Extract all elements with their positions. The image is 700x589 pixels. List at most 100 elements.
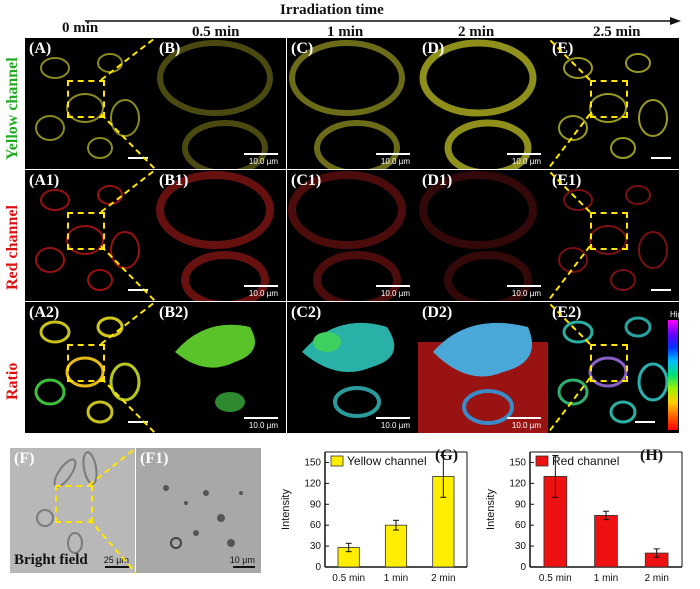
panel-d1: (D1) 10.0 µm <box>418 170 549 301</box>
bright-field-label: Bright field <box>14 552 88 568</box>
scale-text: 10.0 µm <box>380 289 410 298</box>
scale-bar <box>376 153 410 155</box>
scale-bar <box>635 421 655 423</box>
panel-label-a1: (A1) <box>29 172 60 189</box>
legend-swatch <box>330 455 344 467</box>
legend-high: High <box>670 310 687 319</box>
panel-e: (E) <box>548 38 679 169</box>
panel-e2: (E2) <box>548 302 679 433</box>
zoom-box-a <box>67 80 105 118</box>
panel-label-e1: (E1) <box>552 172 582 189</box>
legend-label: Red channel <box>552 454 619 468</box>
zoom-box-a1 <box>67 212 105 250</box>
scale-text-f1: 10 µm <box>229 555 255 565</box>
scale-text: 10.0 µm <box>248 421 278 430</box>
scale-text-f: 25 µm <box>103 555 129 565</box>
time-arrow <box>85 17 681 25</box>
y-tick-label: 60 <box>310 520 322 531</box>
y-tick-label: 0 <box>315 562 321 573</box>
time-1: 0.5 min <box>192 24 240 40</box>
scale-bar <box>651 157 671 159</box>
scale-bar <box>651 289 671 291</box>
time-2: 1 min <box>327 24 364 40</box>
x-tick-label: 0.5 min <box>332 573 365 584</box>
scale-text: 10.0 µm <box>248 289 278 298</box>
ratio-color-legend <box>668 320 678 430</box>
panel-c1: (C1) 10.0 µm <box>287 170 418 301</box>
legend-label: Yellow channel <box>347 454 427 468</box>
y-tick-label: 0 <box>520 562 526 573</box>
scale-bar <box>376 285 410 287</box>
panel-label-e: (E) <box>552 40 574 57</box>
panel-label-f1: (F1) <box>140 450 169 467</box>
scale-bar <box>244 285 278 287</box>
y-tick-label: 30 <box>310 541 322 552</box>
time-4: 2.5 min <box>593 24 641 40</box>
panel-label-c: (C) <box>291 40 314 57</box>
panel-label-e2: (E2) <box>552 304 582 321</box>
scale-bar <box>507 285 541 287</box>
chart-g: (G) 0 30 60 90 120 150 Intensity 0.5 min 1 min 2 m… <box>280 447 468 584</box>
y-tick-label: 120 <box>509 478 526 489</box>
x-tick-label: 0.5 min <box>539 573 572 584</box>
y-tick-label: 150 <box>304 457 321 468</box>
x-tick-label: 1 min <box>384 573 408 584</box>
y-tick-label: 90 <box>515 499 527 510</box>
y-axis-label: Intensity <box>485 489 497 530</box>
time-3: 2 min <box>458 24 495 40</box>
scale-bar <box>376 417 410 419</box>
zoom-box-a2 <box>67 344 105 382</box>
panel-a1: (A1) <box>25 170 156 301</box>
scale-bar <box>244 417 278 419</box>
zoom-box-e1 <box>590 212 628 250</box>
scale-bar-f1 <box>233 566 255 568</box>
x-tick-label: 2 min <box>431 573 455 584</box>
chart-panel-label: (H) <box>640 447 663 464</box>
panel-b1: (B1) 10.0 µm <box>155 170 286 301</box>
scale-text: 10.0 µm <box>380 157 410 166</box>
y-tick-label: 120 <box>304 478 321 489</box>
panel-a2: (A2) <box>25 302 156 433</box>
scale-text: 10.0 µm <box>511 157 541 166</box>
scale-text: 10.0 µm <box>511 421 541 430</box>
scale-bar-f <box>105 566 129 568</box>
irradiation-time-title: Irradiation time <box>280 2 384 18</box>
scale-bar <box>128 157 148 159</box>
panel-d2: (D2) 10.0 µm <box>418 302 549 433</box>
legend-low: Low <box>670 432 685 441</box>
panel-b2: (B2) 10.0 µm <box>155 302 286 433</box>
panel-b: (B) 10.0 µm <box>155 38 286 169</box>
panel-label-a: (A) <box>29 40 52 57</box>
chart-h: (H) 0 30 60 90 120 150 Intensity 0.5 min 1 min 2 m… <box>485 447 683 584</box>
scale-text: 10.0 µm <box>248 157 278 166</box>
panel-f: (F) Bright field 25 µm <box>10 448 135 573</box>
panel-c2: (C2) 10.0 µm <box>287 302 418 433</box>
panel-label-b: (B) <box>159 40 181 57</box>
legend-swatch <box>535 455 549 467</box>
panel-label-d: (D) <box>422 40 445 57</box>
zoom-box-e2 <box>590 344 628 382</box>
panel-f1: (F1) 10 µm <box>136 448 261 573</box>
scale-text: 10.0 µm <box>511 289 541 298</box>
y-axis-label: Intensity <box>280 489 292 530</box>
zoom-box-f <box>55 485 93 523</box>
panel-d: (D) 10.0 µm <box>418 38 549 169</box>
scale-bar <box>128 289 148 291</box>
chart-panel-label: (G) <box>435 447 458 464</box>
scale-bar <box>507 153 541 155</box>
scale-bar <box>507 417 541 419</box>
panel-label-b1: (B1) <box>159 172 189 189</box>
x-tick-label: 2 min <box>644 573 668 584</box>
panel-label-a2: (A2) <box>29 304 60 321</box>
x-tick-label: 1 min <box>594 573 618 584</box>
panel-label-b2: (B2) <box>159 304 189 321</box>
scale-text: 10.0 µm <box>380 421 410 430</box>
zoom-box-e <box>590 80 628 118</box>
y-tick-label: 30 <box>515 541 527 552</box>
scale-bar <box>244 153 278 155</box>
panel-label-d2: (D2) <box>422 304 453 321</box>
y-tick-label: 90 <box>310 499 322 510</box>
panel-label-c1: (C1) <box>291 172 322 189</box>
time-0: 0 min <box>62 20 99 36</box>
